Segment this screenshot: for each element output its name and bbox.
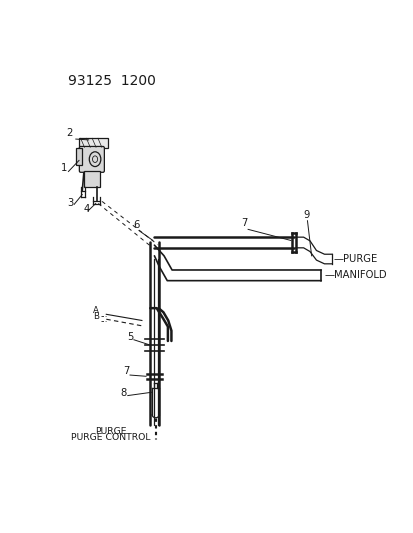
Text: 4: 4 xyxy=(83,204,89,214)
Text: B: B xyxy=(93,312,99,321)
Text: 7: 7 xyxy=(123,366,129,376)
Text: 1: 1 xyxy=(61,163,67,173)
FancyBboxPatch shape xyxy=(79,147,104,172)
Text: PURGE CONTROL: PURGE CONTROL xyxy=(71,433,150,442)
Text: 8: 8 xyxy=(121,387,127,398)
Text: 5: 5 xyxy=(127,332,133,342)
Text: —PURGE: —PURGE xyxy=(332,254,377,264)
FancyBboxPatch shape xyxy=(76,148,81,165)
Text: 3: 3 xyxy=(67,198,73,207)
Text: 2: 2 xyxy=(66,128,72,138)
FancyBboxPatch shape xyxy=(83,171,100,187)
Text: 7: 7 xyxy=(240,218,247,228)
Text: —MANIFOLD: —MANIFOLD xyxy=(324,270,386,280)
FancyBboxPatch shape xyxy=(79,138,108,148)
Text: 9: 9 xyxy=(303,210,309,220)
Text: 93125  1200: 93125 1200 xyxy=(68,74,155,88)
Text: 6: 6 xyxy=(133,220,140,230)
Text: A: A xyxy=(93,306,99,315)
Text: PURGE: PURGE xyxy=(95,427,126,436)
